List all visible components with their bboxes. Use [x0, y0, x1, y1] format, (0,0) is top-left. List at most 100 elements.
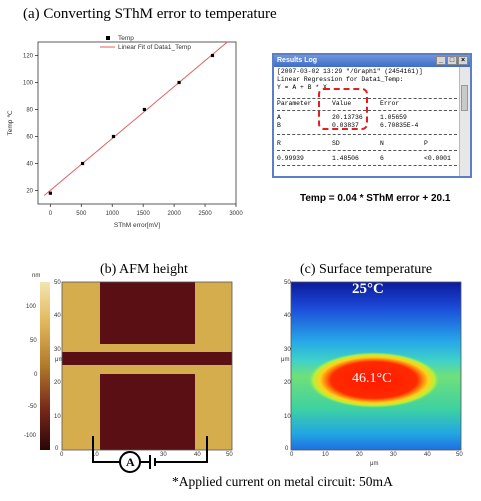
y-tick-label: 80: [26, 108, 33, 114]
colorbar-tick: -50: [28, 404, 37, 410]
circuit-wire-right: [155, 436, 208, 463]
divider: [277, 165, 457, 166]
x-axis-label: SThM error[mV]: [114, 222, 160, 229]
panel-c-title: (c) Surface temperature: [300, 262, 433, 277]
afm-y-tick: 20: [54, 380, 61, 386]
circuit-wire-left: [92, 436, 120, 463]
fit-line: [43, 41, 228, 196]
afm-colorbar: [40, 282, 50, 450]
value-highlight: [318, 88, 368, 130]
sd-value: 1.48506: [332, 155, 359, 162]
y-tick-label: 120: [23, 54, 34, 60]
col-error: Error: [380, 100, 400, 107]
param-b-value: 0.03837: [332, 122, 359, 129]
thermal-x-tick: 20: [356, 452, 363, 458]
param-b-name: B: [277, 122, 281, 129]
afm-frame: [61, 281, 233, 451]
data-point: [111, 134, 116, 139]
temp-label-ambient: 25°C: [352, 281, 384, 297]
legend-label-fit: Linear Fit of Data1_Temp: [118, 44, 191, 51]
colorbar-tick: -100: [24, 433, 37, 439]
thermal-x-tick: 0: [290, 452, 294, 458]
minimize-icon[interactable]: _: [436, 56, 446, 65]
thermal-x-tick: 40: [424, 452, 431, 458]
data-point: [142, 107, 147, 112]
param-b-error: 6.70835E-4: [380, 122, 419, 129]
col-p: P: [424, 140, 428, 147]
colorbar-tick: 100: [26, 304, 37, 310]
afm-x-tick: 50: [226, 452, 233, 458]
thermal-y-tick: 50: [284, 280, 291, 286]
afm-height-panel: [40, 281, 233, 451]
y-tick-label: 40: [26, 162, 33, 168]
afm-x-tick: 30: [160, 452, 167, 458]
data-point: [48, 191, 52, 195]
col-parameter: Parameter: [277, 100, 312, 107]
x-tick-label: 1500: [137, 211, 151, 217]
scrollbar-thumb[interactable]: [461, 85, 468, 111]
y-tick-label: 100: [23, 81, 34, 87]
temp-label-hotspot: 46.1°C: [352, 371, 392, 386]
results-log-title: Results Log: [277, 57, 318, 64]
x-tick-label: 2000: [167, 211, 181, 217]
thermal-x-unit: μm: [370, 461, 379, 467]
colorbar-tick: 0: [34, 372, 38, 378]
plot-frame: [37, 41, 237, 205]
afm-bottom-pad: [100, 374, 195, 450]
thermal-y-tick: 10: [284, 414, 291, 420]
thermal-y-unit: μm: [281, 357, 290, 363]
afm-y-unit: μm: [55, 357, 64, 363]
thermal-frame: [290, 281, 462, 451]
y-tick-label: 60: [26, 135, 33, 141]
results-log-scrollbar[interactable]: [459, 67, 470, 176]
afm-x-tick: 10: [92, 452, 99, 458]
legend-label-points: Temp: [118, 35, 134, 42]
r-value: 0.99939: [277, 155, 304, 162]
results-log-titlebar: Results Log _ □ ×: [274, 55, 470, 67]
n-value: 6: [380, 155, 384, 162]
colorbar-unit: nm: [32, 273, 41, 279]
afm-top-pad: [100, 282, 195, 344]
figure-caption: *Applied current on metal circuit: 50mA: [172, 474, 393, 489]
log-equation: Y = A + B * X: [277, 84, 327, 91]
x-tick-label: 1000: [106, 211, 120, 217]
afm-y-tick: 40: [54, 313, 61, 319]
col-n: N: [380, 140, 384, 147]
afm-x-tick: 40: [194, 452, 201, 458]
param-a-value: 20.13736: [332, 114, 363, 121]
surface-temperature-panel: [290, 281, 462, 451]
thermal-y-tick: 40: [284, 313, 291, 319]
y-axis-label: Temp ℃: [7, 110, 14, 136]
afm-y-tick: 0: [55, 446, 59, 452]
regression-formula: Temp = 0.04 * SThM error + 20.1: [300, 193, 451, 204]
maximize-icon[interactable]: □: [447, 56, 457, 65]
ammeter-label: A: [126, 455, 135, 469]
data-point: [177, 80, 181, 85]
param-a-name: A: [277, 114, 281, 121]
measurement-circuit: [92, 436, 208, 473]
thermal-y-tick: 30: [284, 347, 291, 353]
param-a-error: 1.05659: [380, 114, 407, 121]
col-r: R: [277, 140, 281, 147]
x-tick-label: 0: [49, 211, 53, 217]
afm-y-tick: 30: [54, 347, 61, 353]
colorbar-tick: 50: [30, 338, 37, 344]
results-log-window: Results Log _ □ × [2007-03-02 13:29 "/Gr…: [272, 53, 472, 178]
afm-y-tick: 10: [54, 414, 61, 420]
thermal-x-tick: 10: [322, 452, 329, 458]
afm-x-tick: 0: [60, 452, 64, 458]
x-tick-label: 2500: [198, 211, 212, 217]
close-icon[interactable]: ×: [458, 56, 468, 65]
x-tick-label: 3000: [229, 211, 243, 217]
afm-y-tick: 50: [54, 280, 61, 286]
log-subtitle: Linear Regression for Data1_Temp:: [277, 76, 404, 83]
thermal-y-tick: 0: [285, 446, 289, 452]
log-header: [2007-03-02 13:29 "/Graph1" (2454161)]: [277, 68, 423, 75]
data-point: [210, 53, 215, 58]
legend-marker-points: [106, 36, 110, 40]
thermal-x-tick: 30: [390, 452, 397, 458]
col-value: Value: [332, 100, 352, 107]
thermal-y-tick: 20: [284, 380, 291, 386]
divider: [277, 150, 457, 151]
p-value: <0.0001: [424, 155, 451, 162]
